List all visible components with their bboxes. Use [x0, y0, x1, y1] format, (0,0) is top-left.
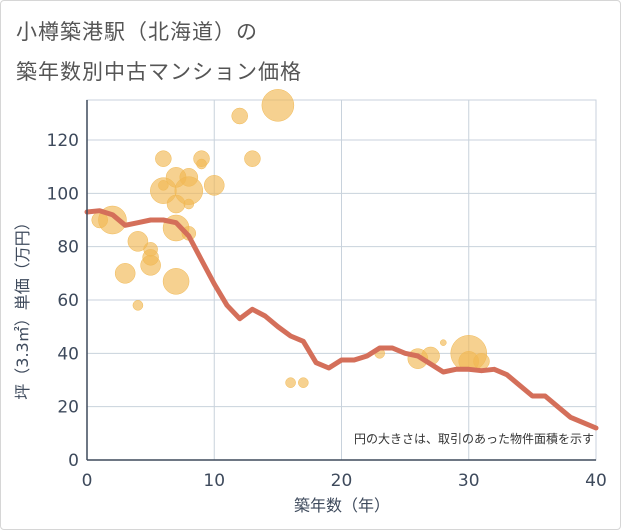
bubble-point — [143, 242, 158, 257]
x-tick-label: 30 — [458, 471, 480, 491]
bubble-point — [298, 377, 309, 388]
y-tick-label: 100 — [47, 184, 79, 204]
bubble-point — [244, 150, 261, 167]
bubble-point — [440, 339, 447, 346]
size-note: 円の大きさは、取引のあった物件面積を示す — [354, 431, 594, 446]
bubble-point — [114, 263, 136, 284]
bubble-point — [183, 198, 195, 210]
axes — [86, 100, 596, 461]
bubble-point — [132, 300, 144, 311]
x-axis-label: 築年数（年） — [294, 496, 390, 515]
bubble-point — [196, 158, 207, 170]
y-axis-label: 坪（3.3㎡）単価（万円） — [13, 214, 32, 399]
bubble-point — [285, 377, 296, 388]
bubble-series — [91, 89, 490, 388]
x-tick-label: 20 — [331, 471, 353, 491]
x-tick-label: 0 — [82, 471, 93, 491]
chart-title-line1: 小樽築港駅（北海道）の — [16, 20, 258, 44]
bubble-point — [204, 175, 225, 196]
tick-labels: 0 10 20 30 40 0 20 40 60 80 100 120 — [47, 131, 607, 491]
bubble-point — [162, 268, 190, 295]
chart-title-line2: 築年数別中古マンション価格 — [16, 60, 302, 84]
bubble-point — [261, 89, 295, 122]
y-tick-label: 80 — [57, 238, 79, 258]
trend-line — [84, 208, 599, 431]
x-tick-label: 40 — [585, 471, 607, 491]
x-tick-label: 10 — [203, 471, 225, 491]
bubble-point — [231, 107, 248, 125]
y-tick-label: 60 — [57, 291, 79, 311]
bubble-point — [473, 353, 490, 370]
bubble-point — [127, 231, 149, 252]
bubble-point — [155, 150, 172, 167]
grid-lines — [86, 99, 597, 461]
y-tick-label: 0 — [68, 451, 79, 471]
bubble-point — [158, 180, 169, 191]
y-tick-label: 120 — [47, 131, 79, 151]
y-tick-label: 40 — [57, 344, 79, 364]
y-tick-label: 20 — [57, 398, 79, 418]
trend-series — [84, 208, 599, 431]
